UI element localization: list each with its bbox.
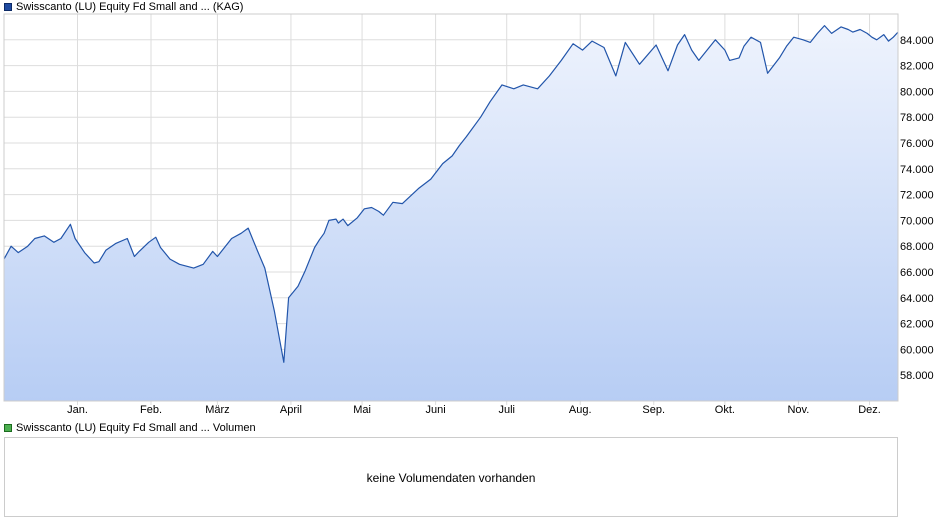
y-tick-label: 74.000 <box>900 164 934 176</box>
x-tick-label: Dez. <box>858 404 881 416</box>
y-tick-label: 78.000 <box>900 112 934 124</box>
volume-legend: Swisscanto (LU) Equity Fd Small and ... … <box>4 421 256 435</box>
x-tick-label: Sep. <box>642 404 665 416</box>
y-tick-label: 80.000 <box>900 86 934 98</box>
y-tick-label: 60.000 <box>900 344 934 356</box>
area-fill <box>4 25 898 401</box>
volume-legend-label: Swisscanto (LU) Equity Fd Small and ... … <box>16 422 256 434</box>
y-tick-label: 82.000 <box>900 61 934 73</box>
price-chart: 58.000 60.000 62.000 64.000 66.000 68.000 70.0… <box>3 13 934 416</box>
price-legend-label: Swisscanto (LU) Equity Fd Small and ... … <box>16 1 244 13</box>
no-volume-message: keine Volumendaten vorhanden <box>366 471 536 485</box>
y-tick-label: 76.000 <box>900 138 934 150</box>
x-tick-label: Aug. <box>569 404 592 416</box>
volume-panel: keine Volumendaten vorhanden <box>4 437 898 517</box>
y-tick-label: 68.000 <box>900 241 934 253</box>
x-tick-label: Nov. <box>787 404 809 416</box>
y-tick-label: 66.000 <box>900 267 934 279</box>
y-tick-label: 64.000 <box>900 293 934 305</box>
y-tick-label: 58.000 <box>900 370 934 382</box>
price-legend-swatch <box>4 3 12 11</box>
y-tick-label: 84.000 <box>900 35 934 47</box>
x-tick-label: Mai <box>353 404 371 416</box>
price-legend: Swisscanto (LU) Equity Fd Small and ... … <box>4 0 243 14</box>
plot-border <box>3 13 899 402</box>
x-tick-label: Juli <box>498 404 515 416</box>
price-line <box>3 25 899 363</box>
x-tick-label: Okt. <box>715 404 735 416</box>
y-tick-label: 62.000 <box>900 319 934 331</box>
x-tick-label: April <box>280 404 302 416</box>
y-tick-label: 70.000 <box>900 215 934 227</box>
x-tick-label: Juni <box>425 404 445 416</box>
volume-legend-swatch <box>4 424 12 432</box>
x-tick-label: Jan. <box>67 404 88 416</box>
x-tick-label: Feb. <box>140 404 162 416</box>
x-tick-label: März <box>205 404 229 416</box>
y-tick-label: 72.000 <box>900 190 934 202</box>
